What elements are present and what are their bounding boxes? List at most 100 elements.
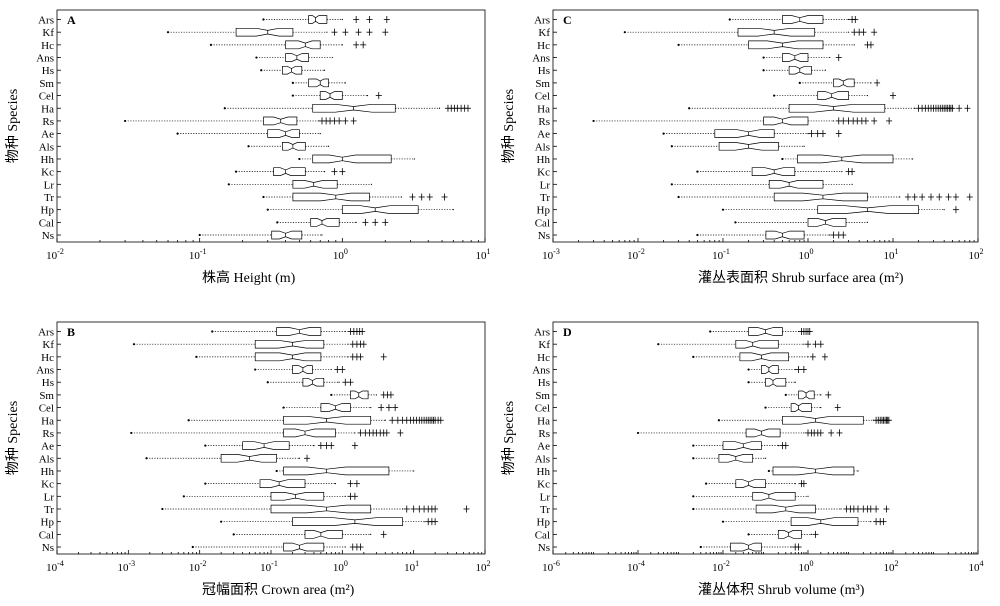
x-tick-label: 101 [884, 247, 899, 262]
category-label: Hc [41, 40, 54, 52]
whisker-end [344, 330, 346, 333]
box-ans: Ans [36, 365, 346, 377]
iqr-box [312, 154, 392, 164]
whisker-end [276, 221, 279, 224]
whisker-end [670, 183, 673, 186]
iqr-box [283, 466, 390, 476]
whisker-end [220, 520, 223, 523]
iqr-box [270, 504, 372, 514]
whisker-end [341, 44, 343, 46]
category-label: Lr [540, 491, 551, 503]
x-tick-label: 100 [333, 559, 348, 574]
category-label: Rs [42, 428, 54, 440]
whisker-end [195, 355, 198, 358]
box-kc: Kc [41, 479, 360, 491]
y-axis-label: 物种 Species [501, 401, 517, 475]
iqr-box [292, 192, 370, 202]
iqr-box [312, 103, 396, 113]
x-tick-label: 101 [476, 247, 491, 262]
box-kc: Kc [41, 167, 346, 179]
box-cal: Cal [535, 217, 869, 229]
category-label: Ha [41, 415, 54, 427]
iqr-box [752, 492, 796, 501]
panel-d: D 10-6 10-4 10-2 100 102 104 灌丛体积 Shrub volume … [501, 321, 984, 598]
iqr-box [833, 78, 855, 88]
iqr-box [714, 129, 775, 138]
box-hh: Hh [41, 466, 415, 478]
whisker-end [773, 94, 776, 97]
x-tick-label: 10-3 [117, 559, 135, 574]
box-kf: Kf [42, 339, 367, 351]
whisker-end [298, 157, 301, 161]
whisker-end [677, 43, 680, 46]
category-label: Tr [44, 192, 54, 204]
box-tr: Tr [540, 192, 973, 204]
iqr-box [283, 428, 336, 438]
box-cel: Cel [39, 403, 399, 415]
iqr-box [782, 415, 864, 425]
whisker-end [747, 368, 750, 371]
whisker-end [870, 521, 872, 523]
x-tick-label: 10-1 [189, 247, 207, 262]
box-sm: Sm [535, 390, 832, 402]
category-label: Hh [41, 154, 55, 166]
category-label: Hs [538, 377, 550, 389]
category-label: Hc [537, 40, 550, 52]
category-label: Kc [537, 479, 550, 491]
whisker-end [344, 82, 346, 84]
category-label: Hc [537, 352, 550, 364]
category-label: Ans [36, 53, 54, 65]
category-label: Kc [41, 479, 54, 491]
iqr-box [341, 205, 419, 214]
whisker-end [323, 171, 326, 173]
box-kc: Kc [537, 167, 856, 179]
box-ha: Ha [41, 415, 444, 427]
whisker-end [734, 221, 737, 224]
whisker-end [592, 119, 595, 123]
box-als: Als [535, 141, 805, 153]
box-ae: Ae [41, 129, 321, 141]
category-label: Ha [537, 415, 550, 427]
whisker-end [211, 330, 214, 333]
whisker-end [375, 394, 377, 396]
whisker-end [413, 470, 415, 472]
iqr-box [235, 27, 294, 37]
whisker-end [803, 432, 805, 434]
panel-c: C 10-3 10-2 10-1 100 101 102 灌丛表面积 Shrub surfac… [501, 9, 984, 286]
whisker-end [764, 406, 767, 409]
whisker-end [829, 56, 831, 59]
iqr-box [797, 154, 894, 164]
iqr-box [271, 230, 303, 240]
iqr-box [761, 365, 779, 374]
x-tick-label: 102 [884, 559, 899, 574]
whisker-end [344, 546, 346, 548]
whisker-end [677, 195, 680, 199]
category-label: Cel [535, 403, 550, 415]
box-ars: Ars [534, 15, 859, 27]
whisker-end [370, 533, 372, 535]
plot-frame [552, 9, 979, 243]
whisker-end [321, 234, 323, 236]
whisker-end [247, 145, 250, 148]
box-hh: Hh [537, 154, 914, 166]
whisker-end [413, 158, 416, 160]
category-label: Ns [538, 230, 550, 242]
whisker-end [866, 221, 869, 223]
category-label: Tr [44, 504, 54, 516]
box-hp: Hp [537, 205, 959, 217]
iqr-box [773, 192, 868, 202]
category-label: Hp [537, 517, 551, 529]
whisker-end [166, 31, 170, 34]
category-label: Sm [39, 390, 54, 402]
box-rs: Rs [42, 116, 357, 128]
whisker-end [266, 381, 269, 384]
whisker-end [662, 132, 665, 135]
iqr-box [319, 91, 343, 100]
whisker-end [323, 69, 326, 71]
box-ns: Ns [538, 542, 802, 554]
category-label: Ns [538, 542, 550, 554]
whisker-end [282, 406, 285, 409]
whisker-end [347, 343, 349, 345]
whisker-end [191, 545, 194, 549]
category-label: Ans [532, 53, 550, 65]
